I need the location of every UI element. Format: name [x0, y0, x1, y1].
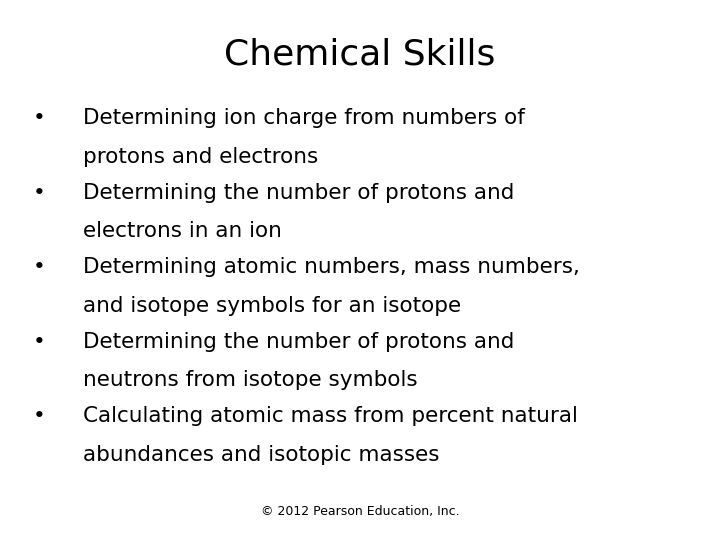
Text: © 2012 Pearson Education, Inc.: © 2012 Pearson Education, Inc. [261, 505, 459, 518]
Text: Determining atomic numbers, mass numbers,: Determining atomic numbers, mass numbers… [83, 257, 580, 277]
Text: Determining ion charge from numbers of: Determining ion charge from numbers of [83, 108, 525, 128]
Text: electrons in an ion: electrons in an ion [83, 221, 282, 241]
Text: Calculating atomic mass from percent natural: Calculating atomic mass from percent nat… [83, 406, 577, 426]
Text: Determining the number of protons and: Determining the number of protons and [83, 183, 514, 202]
Text: •: • [33, 183, 46, 202]
Text: Determining the number of protons and: Determining the number of protons and [83, 332, 514, 352]
Text: neutrons from isotope symbols: neutrons from isotope symbols [83, 370, 418, 390]
Text: abundances and isotopic masses: abundances and isotopic masses [83, 445, 439, 465]
Text: and isotope symbols for an isotope: and isotope symbols for an isotope [83, 296, 461, 316]
Text: •: • [33, 332, 46, 352]
Text: •: • [33, 406, 46, 426]
Text: Chemical Skills: Chemical Skills [225, 38, 495, 72]
Text: •: • [33, 257, 46, 277]
Text: •: • [33, 108, 46, 128]
Text: protons and electrons: protons and electrons [83, 147, 318, 167]
